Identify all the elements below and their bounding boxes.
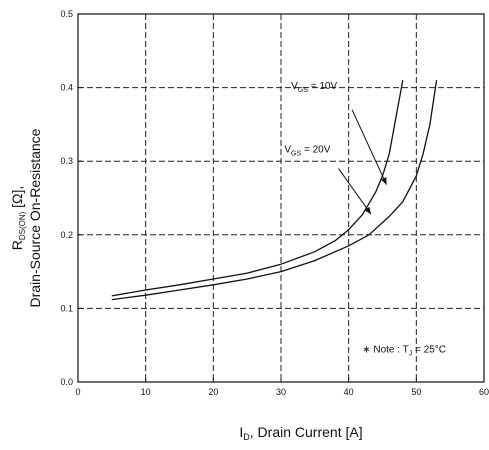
- series-label-vgs-20v: VGS = 20V: [284, 144, 330, 157]
- y-tick-label: 0.4: [60, 83, 73, 93]
- y-tick-label: 0.0: [60, 377, 73, 387]
- x-tick-label: 30: [276, 387, 286, 397]
- y-axis-title-line1: RDS(ON) [Ω],: [9, 186, 27, 251]
- arrow-vgs-10v: [351, 109, 388, 185]
- curves: [111, 80, 438, 301]
- y-tick-label: 0.5: [60, 9, 73, 19]
- y-tick-label: 0.2: [60, 230, 73, 240]
- y-axis-title-line2: Drain-Source On-Resistance: [27, 128, 43, 307]
- x-tick-label: 10: [141, 387, 151, 397]
- x-tick-label: 40: [344, 387, 354, 397]
- x-tick-label: 0: [75, 387, 80, 397]
- y-tick-label: 0.3: [60, 156, 73, 166]
- x-tick-label: 60: [479, 387, 489, 397]
- series-line-vgs-10v: [111, 80, 404, 297]
- y-tick-label: 0.1: [60, 303, 73, 313]
- grid: [78, 14, 484, 382]
- series-label-vgs-10v: VGS = 10V: [291, 81, 337, 94]
- x-tick-label: 50: [411, 387, 421, 397]
- temperature-note: ∗ Note : TJ = 25°C: [362, 345, 446, 358]
- series-line-vgs-20v: [111, 80, 438, 301]
- annotation-arrows: [338, 109, 388, 215]
- arrow-vgs-20v: [338, 168, 372, 215]
- axis-ticks: 0 10 20 30 40 50 60 0.0 0.1 0.2 0.3 0.4 0.5: [60, 9, 489, 397]
- x-tick-label: 20: [208, 387, 218, 397]
- x-axis-title: ID, Drain Current [A]: [239, 424, 362, 442]
